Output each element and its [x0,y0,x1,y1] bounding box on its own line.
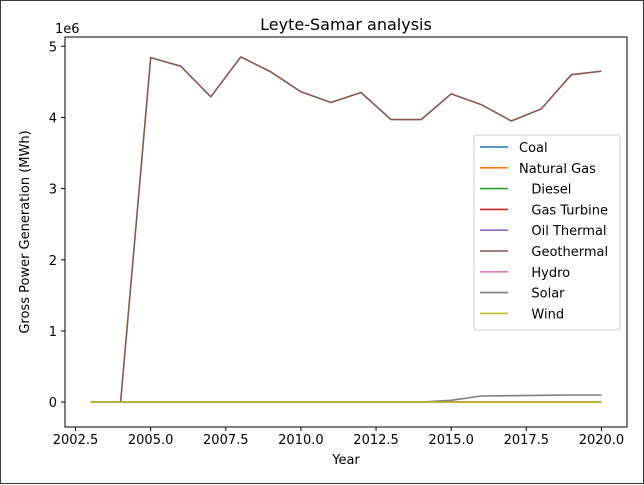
x-axis: 2002.5 2005.0 2007.5 2010.0 2012.5 2015.0 2017… [53,427,624,448]
legend-label: Solar [519,287,565,302]
x-tick-label: 2002.5 [53,433,99,448]
x-tick-label: 2017.5 [504,433,550,448]
legend-label: Geothermal [519,245,608,260]
legend-label: Wind [519,307,564,322]
x-tick-label: 2007.5 [203,433,249,448]
legend-box [473,134,621,331]
x-tick-label: 2012.5 [353,433,399,448]
x-tick-label: 2005.0 [128,433,174,448]
chart-title: Leyte-Samar analysis [260,15,432,34]
series-line [90,394,602,403]
x-tick-label: 2010.0 [278,433,324,448]
series-line [90,56,602,403]
legend-label: Coal [519,141,548,156]
y-axis: 0 1 2 3 4 5 [49,40,65,411]
y-tick-label: 1 [49,325,57,340]
legend-label: Hydro [519,266,570,281]
legend: Coal Natural Gas Diesel Gas Turbine Oil T… [473,134,621,331]
legend-label: Gas Turbine [519,203,608,218]
x-tick-label: 2015.0 [428,433,474,448]
y-tick-label: 4 [49,111,57,126]
y-axis-offset-label: 1e6 [55,22,80,37]
y-tick-label: 2 [49,254,57,269]
legend-label: Oil Thermal [519,224,607,239]
y-axis-label: Gross Power Generation (MWh) [18,130,33,333]
legend-label: Diesel [519,183,571,198]
y-tick-label: 3 [49,183,57,198]
legend-label: Natural Gas [519,162,596,177]
y-tick-label: 5 [49,40,57,55]
x-axis-label: Year [331,453,360,468]
y-tick-label: 0 [49,396,57,411]
x-tick-label: 2020.0 [579,433,625,448]
series-lines [90,56,602,403]
plot-area [64,36,628,428]
